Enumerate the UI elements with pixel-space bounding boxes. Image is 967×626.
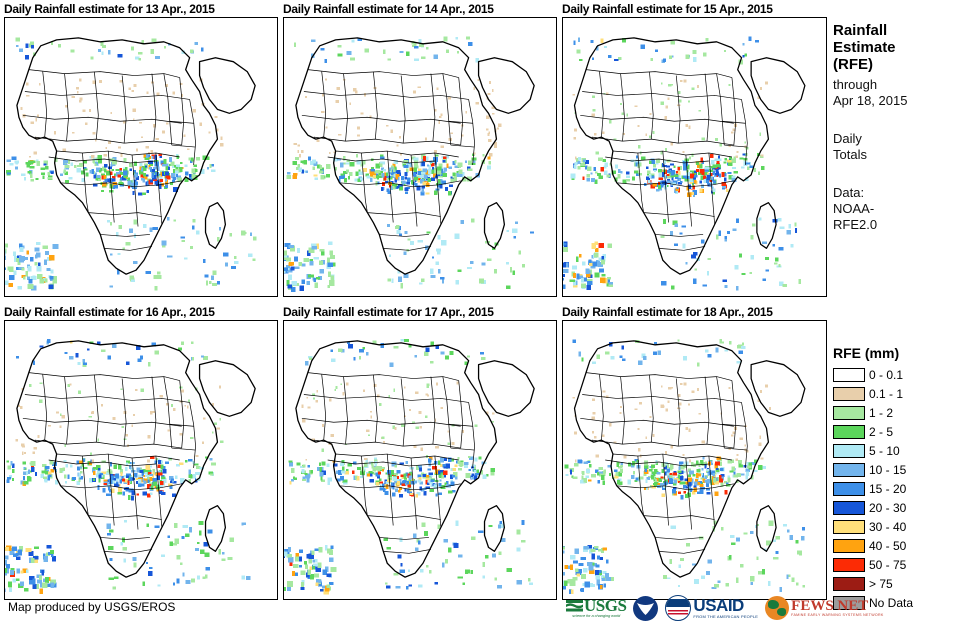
map-canvas: [563, 18, 826, 296]
legend-swatch: [833, 595, 865, 610]
map-canvas: [284, 321, 556, 599]
usgs-tagline: science for a changing world: [572, 613, 621, 618]
info-title-line1: Rainfall: [833, 22, 888, 39]
info-totals-line1: Daily: [833, 131, 862, 146]
fewsnet-globe-icon: [765, 596, 790, 620]
panel-title: Daily Rainfall estimate for 16 Apr., 201…: [4, 305, 215, 319]
legend-label: 2 - 5: [869, 424, 894, 439]
agency-logos: USGS science for a changing world USAID …: [566, 592, 884, 624]
legend: RFE (mm) 0 - 0.1 0.1 - 1 1 - 2 2 - 5 5 - 10 1…: [833, 345, 965, 612]
legend-swatch: [833, 538, 865, 553]
legend-swatch: [833, 462, 865, 477]
panel-title: Daily Rainfall estimate for 13 Apr., 201…: [4, 2, 215, 16]
map-canvas: [5, 321, 277, 599]
legend-label: 30 - 40: [869, 519, 907, 534]
legend-swatch: [833, 443, 865, 458]
legend-swatch: [833, 500, 865, 515]
map-canvas: [563, 321, 826, 599]
legend-label: No Data: [869, 595, 914, 610]
legend-swatch: [833, 519, 865, 534]
legend-swatch: [833, 386, 865, 401]
map-canvas: [5, 18, 277, 296]
legend-label: 5 - 10: [869, 443, 900, 458]
legend-swatch: [833, 481, 865, 496]
panel-14-apr: Daily Rainfall estimate for 14 Apr., 201…: [283, 2, 557, 297]
info-panel: Rainfall Estimate (RFE) through Apr 18, …: [833, 22, 963, 233]
noaa-logo[interactable]: [633, 594, 659, 622]
legend-label: 0.1 - 1: [869, 386, 904, 401]
legend-row: 15 - 20: [833, 479, 965, 498]
fewsnet-tagline: FAMINE EARLY WARNING SYSTEMS NETWORK: [791, 613, 884, 617]
legend-label: 0 - 0.1: [869, 367, 904, 382]
panel-18-apr: Daily Rainfall estimate for 18 Apr., 201…: [562, 305, 827, 600]
panel-title: Daily Rainfall estimate for 14 Apr., 201…: [283, 2, 494, 16]
usgs-logo[interactable]: USGS science for a changing world: [566, 594, 627, 622]
info-through-line1: through: [833, 77, 878, 92]
legend-rows: 0 - 0.1 0.1 - 1 1 - 2 2 - 5 5 - 10 10 - 15 15 …: [833, 365, 965, 612]
panel-16-apr: Daily Rainfall estimate for 16 Apr., 201…: [4, 305, 278, 600]
legend-swatch: [833, 367, 865, 382]
usaid-tagline: FROM THE AMERICAN PEOPLE: [693, 613, 759, 619]
panel-title: Daily Rainfall estimate for 15 Apr., 201…: [562, 2, 773, 16]
usaid-logo[interactable]: USAID FROM THE AMERICAN PEOPLE: [665, 594, 758, 622]
map-canvas: [284, 18, 556, 296]
legend-row: 2 - 5: [833, 422, 965, 441]
legend-row: 5 - 10: [833, 441, 965, 460]
legend-row: 20 - 30: [833, 498, 965, 517]
rainfall-map[interactable]: [562, 17, 827, 297]
info-title-line3: (RFE): [833, 56, 873, 73]
legend-swatch: [833, 557, 865, 572]
info-title-line2: Estimate: [833, 39, 896, 56]
panel-title: Daily Rainfall estimate for 18 Apr., 201…: [562, 305, 773, 319]
usaid-wordmark: USAID: [693, 595, 744, 615]
legend-label: 20 - 30: [869, 500, 907, 515]
legend-swatch: [833, 424, 865, 439]
panel-title: Daily Rainfall estimate for 17 Apr., 201…: [283, 305, 494, 319]
legend-row: 50 - 75: [833, 555, 965, 574]
rainfall-map[interactable]: [283, 17, 557, 297]
legend-label: 50 - 75: [869, 557, 907, 572]
info-totals-line2: Totals: [833, 147, 867, 162]
legend-row: 40 - 50: [833, 536, 965, 555]
legend-row: 30 - 40: [833, 517, 965, 536]
legend-label: 40 - 50: [869, 538, 907, 553]
info-data-line2: NOAA-: [833, 201, 875, 216]
legend-row: 10 - 15: [833, 460, 965, 479]
legend-row: 1 - 2: [833, 403, 965, 422]
legend-label: 1 - 2: [869, 405, 894, 420]
rainfall-map[interactable]: [562, 320, 827, 600]
usgs-wordmark: USGS: [584, 596, 627, 615]
info-through-line2: Apr 18, 2015: [833, 93, 908, 108]
noaa-circle-icon: [633, 595, 659, 621]
panel-17-apr: Daily Rainfall estimate for 17 Apr., 201…: [283, 305, 557, 600]
legend-row: > 75: [833, 574, 965, 593]
rainfall-map[interactable]: [283, 320, 557, 600]
legend-swatch: [833, 576, 865, 591]
legend-row: No Data: [833, 593, 965, 612]
rainfall-map[interactable]: [4, 320, 278, 600]
panel-15-apr: Daily Rainfall estimate for 15 Apr., 201…: [562, 2, 827, 297]
legend-title: RFE (mm): [833, 345, 900, 361]
usgs-wave-icon: [566, 600, 583, 612]
fewsnet-logo[interactable]: FEWS NET FAMINE EARLY WARNING SYSTEMS NE…: [765, 594, 883, 622]
panel-13-apr: Daily Rainfall estimate for 13 Apr., 201…: [4, 2, 278, 297]
legend-label: 10 - 15: [869, 462, 907, 477]
info-data-line1: Data:: [833, 185, 865, 200]
usaid-seal-icon: [665, 595, 692, 621]
legend-swatch: [833, 405, 865, 420]
legend-row: 0 - 0.1: [833, 365, 965, 384]
legend-label: 15 - 20: [869, 481, 907, 496]
fewsnet-wordmark: FEWS NET: [791, 598, 869, 614]
legend-row: 0.1 - 1: [833, 384, 965, 403]
noaa-bird-icon: [637, 602, 655, 615]
rainfall-map[interactable]: [4, 17, 278, 297]
legend-label: > 75: [869, 576, 893, 591]
info-data-line3: RFE2.0: [833, 217, 878, 232]
footer-credit: Map produced by USGS/EROS: [8, 600, 176, 614]
